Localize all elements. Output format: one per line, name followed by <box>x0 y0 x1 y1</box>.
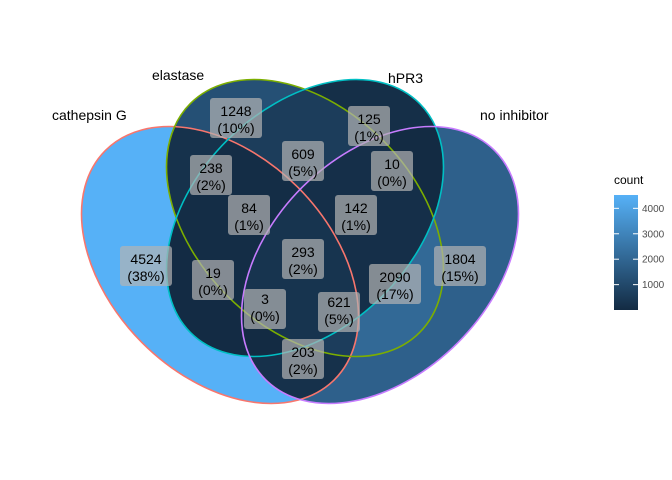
region-ABC-count: 84 <box>241 200 257 216</box>
set-outline-no-inhibitor <box>240 125 520 405</box>
region-BC-count: 609 <box>291 146 315 162</box>
region-C-count: 125 <box>357 111 381 127</box>
region-label-B: 1248 (10%) <box>210 98 262 138</box>
region-label-D: 1804 (15%) <box>434 246 486 286</box>
region-AC-count: 19 <box>205 265 221 281</box>
region-label-ABD: 621 (5%) <box>318 292 360 332</box>
legend-tick-label: 4000 <box>642 204 665 215</box>
region-C-pct: (1%) <box>354 128 384 144</box>
region-label-ABC: 84 (1%) <box>228 195 270 235</box>
region-ACD-count: 3 <box>261 291 269 307</box>
region-labels: 4524 (38%) 1248 (10%) 125 (1%) 1804 (15%… <box>120 98 486 379</box>
legend-tick-label: 1000 <box>642 280 665 291</box>
region-ABC-pct: (1%) <box>234 217 264 233</box>
region-BC-pct: (5%) <box>288 163 318 179</box>
region-label-BC: 609 (5%) <box>282 141 324 181</box>
region-B-count: 1248 <box>220 103 251 119</box>
region-ACD-pct: (0%) <box>250 308 280 324</box>
region-B-pct: (10%) <box>217 120 254 136</box>
region-label-AB: 238 (2%) <box>190 155 232 195</box>
region-AD-count: 203 <box>291 344 315 360</box>
region-AC-pct: (0%) <box>198 282 228 298</box>
region-BCD-count: 142 <box>344 200 368 216</box>
region-label-BD: 2090 (17%) <box>369 264 421 304</box>
legend-colorbar <box>614 195 638 310</box>
region-D-pct: (15%) <box>441 268 478 284</box>
region-ABCD-count: 293 <box>291 244 315 260</box>
region-D-count: 1804 <box>444 251 475 267</box>
region-label-AC: 19 (0%) <box>192 260 234 300</box>
region-BD-count: 2090 <box>379 269 410 285</box>
set-label-cathepsin-g: cathepsin G <box>52 107 127 123</box>
color-legend: count 1000 2000 3000 4000 <box>614 173 665 310</box>
set-label-elastase: elastase <box>152 67 204 83</box>
set-label-hpr3: hPR3 <box>388 70 423 86</box>
legend-tick-label: 2000 <box>642 255 665 266</box>
region-label-C: 125 (1%) <box>348 106 390 146</box>
region-BCD-pct: (1%) <box>341 217 371 233</box>
region-AD-pct: (2%) <box>288 361 318 377</box>
region-A-pct: (38%) <box>127 268 164 284</box>
legend-title: count <box>614 173 644 187</box>
region-ABCD-pct: (2%) <box>288 261 318 277</box>
region-BD-pct: (17%) <box>376 286 413 302</box>
region-AB-count: 238 <box>199 160 223 176</box>
region-label-ACD: 3 (0%) <box>244 289 286 329</box>
set-label-no-inhibitor: no inhibitor <box>480 107 549 123</box>
region-label-ABCD: 293 (2%) <box>282 239 324 279</box>
region-CD-count: 10 <box>384 156 400 172</box>
region-CD-pct: (0%) <box>377 173 407 189</box>
region-label-AD: 203 (2%) <box>282 339 324 379</box>
region-label-A: 4524 (38%) <box>120 246 172 286</box>
legend-tick-label: 3000 <box>642 229 665 240</box>
region-ABD-count: 621 <box>327 294 351 310</box>
region-ABD-pct: (5%) <box>324 311 354 327</box>
region-A-count: 4524 <box>130 251 161 267</box>
region-AB-pct: (2%) <box>196 177 226 193</box>
region-label-CD: 10 (0%) <box>371 151 413 191</box>
set-outline-cathepsin-g <box>80 125 360 405</box>
region-label-BCD: 142 (1%) <box>335 195 377 235</box>
